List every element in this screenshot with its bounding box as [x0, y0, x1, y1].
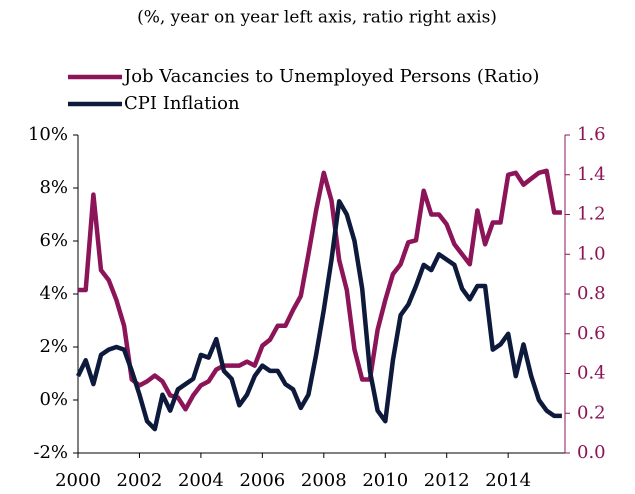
- y2-tick-label: 0.2: [577, 402, 606, 423]
- y2-tick-label: 0.8: [577, 283, 606, 304]
- legend-label: CPI Inflation: [124, 93, 240, 114]
- y2-tick-label: 1.4: [577, 164, 606, 185]
- y2-tick-label: 0.0: [577, 442, 606, 463]
- y2-tick-label: 1.0: [577, 243, 606, 264]
- y-tick-label: 4%: [39, 283, 68, 304]
- x-tick-label: 2000: [55, 470, 101, 491]
- x-tick-label: 2008: [301, 470, 347, 491]
- x-tick-label: 2012: [424, 470, 470, 491]
- y-tick-label: 10%: [28, 124, 68, 145]
- y2-tick-label: 1.6: [577, 124, 606, 145]
- series-line: [78, 168, 562, 412]
- y2-tick-label: 0.6: [577, 323, 606, 344]
- x-tick-label: 2006: [239, 470, 285, 491]
- y2-tick-label: 0.4: [577, 363, 606, 384]
- x-tick-label: 2010: [362, 470, 408, 491]
- x-tick-label: 2004: [178, 470, 224, 491]
- x-tick-label: 2014: [485, 470, 531, 491]
- y-tick-label: 6%: [39, 230, 68, 251]
- legend-label: Job Vacancies to Unemployed Persons (Rat…: [122, 66, 539, 87]
- y-tick-label: -2%: [33, 442, 68, 463]
- y-tick-label: 2%: [39, 336, 68, 357]
- y-tick-label: 0%: [39, 389, 68, 410]
- y-tick-label: 8%: [39, 177, 68, 198]
- series-line: [75, 199, 562, 432]
- x-tick-label: 2002: [117, 470, 163, 491]
- y2-tick-label: 1.2: [577, 204, 606, 225]
- chart-subtitle: (%, year on year left axis, ratio right …: [137, 8, 497, 28]
